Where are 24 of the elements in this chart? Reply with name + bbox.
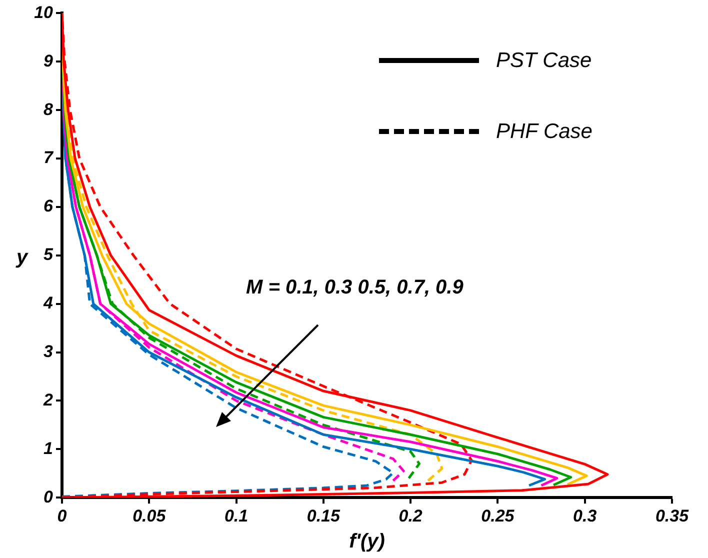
y-axis-title: y	[15, 246, 28, 269]
x-tick-label: 0.2	[398, 506, 423, 526]
y-tick-label: 10	[34, 2, 54, 22]
x-tick-label: 0.15	[306, 506, 341, 526]
y-tick-label: 4	[42, 294, 54, 313]
x-tick-label: 0.3	[573, 506, 598, 526]
annotation: M = 0.1, 0.3 0.5, 0.7, 0.9	[246, 276, 464, 299]
y-tick-label: 1	[44, 438, 53, 458]
x-axis-title: f'(y)	[349, 530, 386, 553]
y-tick-label: 9	[44, 51, 54, 70]
annotation: PST Case	[496, 48, 592, 72]
y-tick-label: 2	[42, 390, 54, 410]
x-tick-label: 0.1	[224, 506, 248, 526]
y-tick-label: 8	[44, 100, 54, 119]
annotation: PHF Case	[496, 120, 592, 143]
x-tick-label: 0.35	[655, 506, 690, 526]
y-tick-label: 5	[44, 245, 54, 264]
y-tick-label: 7	[44, 148, 55, 168]
x-tick-label: 0	[57, 506, 68, 526]
y-tick-label: 3	[44, 342, 54, 361]
x-tick-label: 0.05	[132, 506, 166, 526]
y-tick-label: 6	[44, 196, 54, 216]
y-tick-label: 0	[44, 487, 54, 506]
x-tick-label: 0.25	[481, 506, 515, 526]
